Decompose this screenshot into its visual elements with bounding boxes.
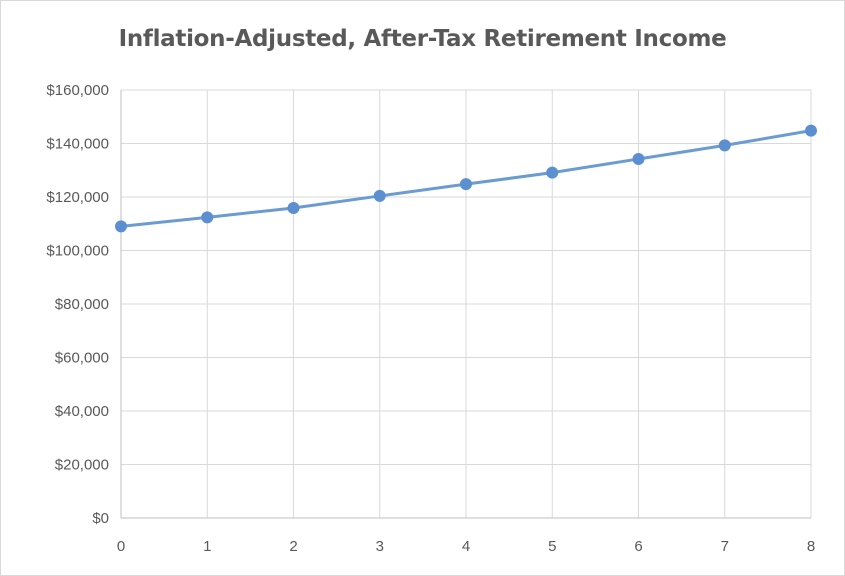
- data-point: [201, 211, 214, 224]
- data-point: [373, 189, 386, 202]
- data-point: [632, 153, 645, 166]
- data-point: [718, 139, 731, 152]
- x-tick-label: 1: [203, 538, 211, 555]
- x-tick-label: 8: [807, 538, 815, 555]
- y-tick-label: $160,000: [46, 82, 109, 99]
- data-point: [115, 220, 127, 233]
- y-tick-label: $0: [92, 510, 109, 527]
- data-point: [287, 201, 300, 214]
- x-tick-label: 6: [634, 538, 642, 555]
- x-tick-label: 0: [117, 538, 125, 555]
- y-tick-label: $60,000: [55, 350, 109, 367]
- x-tick-label: 7: [721, 538, 729, 555]
- y-tick-label: $40,000: [55, 403, 109, 420]
- data-point: [460, 178, 472, 191]
- y-tick-label: $20,000: [55, 457, 109, 474]
- y-tick-label: $100,000: [46, 243, 109, 260]
- x-tick-label: 3: [376, 538, 384, 555]
- y-tick-label: $120,000: [46, 189, 109, 206]
- x-tick-label: 2: [289, 538, 297, 555]
- chart-title: Inflation-Adjusted, After-Tax Retirement…: [118, 26, 727, 52]
- data-point: [546, 166, 559, 179]
- y-tick-label: $140,000: [46, 136, 109, 153]
- x-tick-label: 5: [548, 538, 556, 555]
- x-tick-label: 4: [462, 538, 470, 555]
- data-point: [805, 124, 817, 137]
- y-tick-label: $80,000: [55, 296, 109, 313]
